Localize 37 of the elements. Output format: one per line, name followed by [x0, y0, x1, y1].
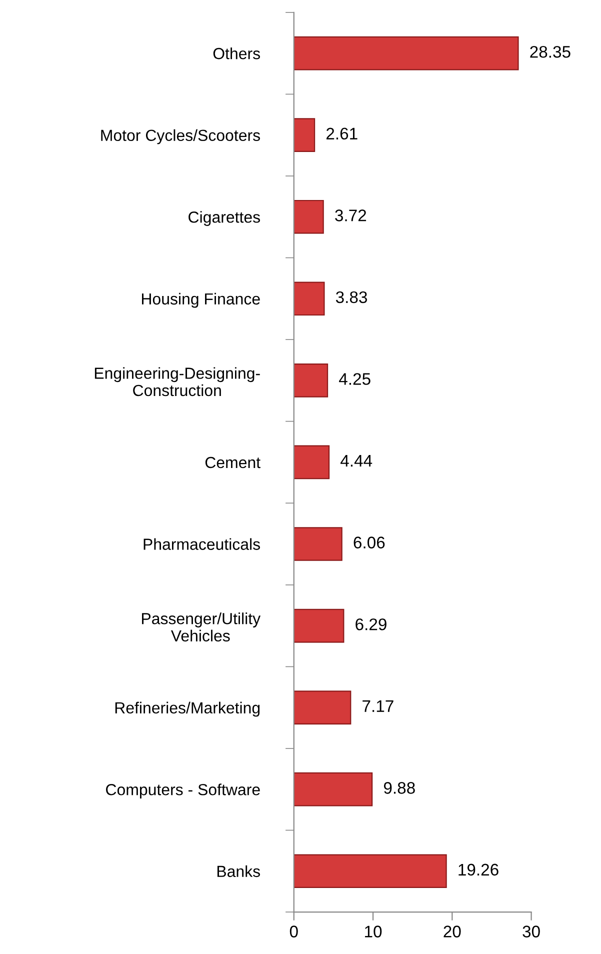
- bar: [294, 118, 316, 152]
- y-tick-label: Motor Cycles/Scooters: [101, 129, 260, 144]
- data-label: 3.72: [335, 210, 366, 222]
- bar: [294, 445, 330, 480]
- bar: [294, 282, 325, 316]
- bar: [294, 608, 344, 643]
- y-tick-label: Banks: [217, 865, 260, 878]
- x-tick-label: 30: [522, 926, 540, 938]
- x-tick-label: 0: [290, 926, 298, 938]
- x-tick-label: 20: [444, 926, 461, 938]
- data-label: 2.61: [326, 128, 358, 140]
- bar: [294, 364, 328, 398]
- data-label: 19.26: [458, 864, 498, 876]
- bar: [294, 36, 519, 70]
- bar: [294, 854, 447, 888]
- data-label: 6.06: [354, 536, 385, 548]
- bar: [294, 200, 324, 234]
- y-tick-label: Housing Finance: [142, 292, 260, 308]
- y-tick-label: Engineering-Designing- Construction: [94, 367, 260, 396]
- data-label: 4.44: [340, 455, 372, 467]
- y-tick-label: Passenger/Utility Vehicles: [142, 612, 261, 642]
- y-tick-label: Refineries/Marketing: [115, 702, 260, 717]
- bar: [294, 772, 373, 806]
- data-label: 7.17: [362, 700, 394, 712]
- y-tick-label: Cement: [205, 456, 260, 468]
- y-tick-label: Others: [213, 48, 260, 60]
- bar: [294, 527, 342, 561]
- data-label: 4.25: [339, 373, 370, 385]
- data-label: 6.29: [356, 618, 386, 630]
- data-label: 28.35: [530, 46, 570, 58]
- data-label: 3.83: [336, 291, 368, 304]
- bar: [294, 690, 352, 724]
- y-tick-label: Cigarettes: [188, 211, 260, 226]
- x-tick-label: 10: [365, 926, 382, 938]
- y-tick-label: Pharmaceuticals: [144, 538, 260, 550]
- y-tick-label: Computers - Software: [106, 784, 260, 798]
- data-label: 9.88: [384, 782, 415, 794]
